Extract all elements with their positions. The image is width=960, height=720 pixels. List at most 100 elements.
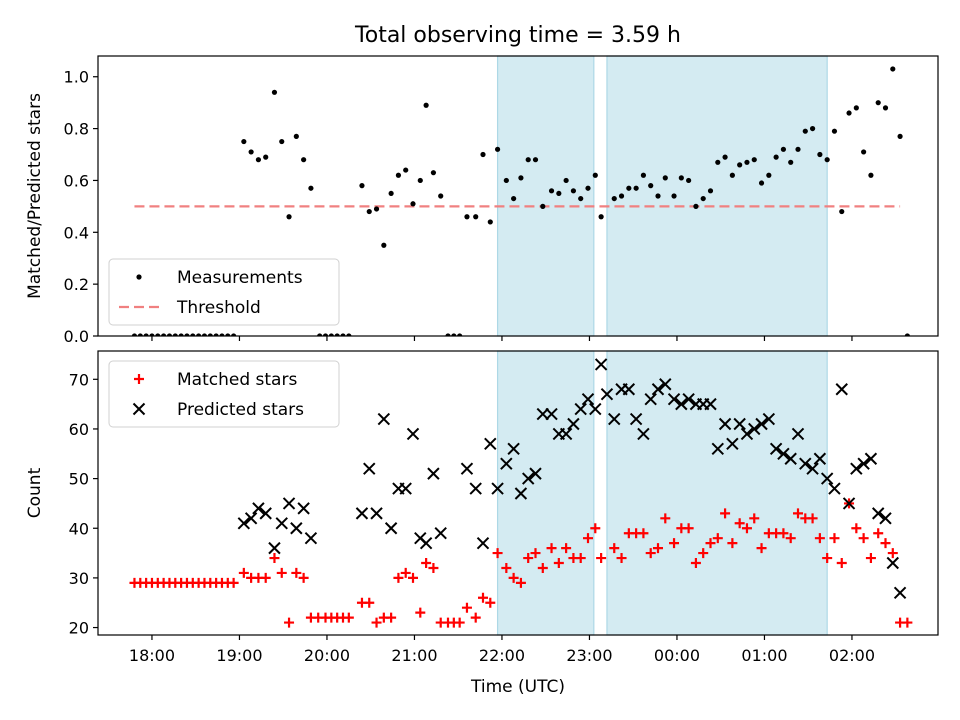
measurement-point	[707, 188, 714, 194]
y-tick-label: 60	[69, 420, 89, 439]
measurement-point	[525, 157, 531, 163]
matched-point	[501, 562, 512, 573]
measurement-point	[286, 214, 292, 220]
matched-point	[653, 543, 663, 554]
matched-point	[829, 533, 840, 544]
matched-point	[683, 523, 694, 534]
matched-point	[537, 562, 548, 573]
measurement-point	[328, 333, 334, 336]
y-tick-label: 70	[69, 370, 89, 389]
matched-point	[851, 523, 862, 534]
measurement-point	[417, 177, 423, 184]
measurement-point	[196, 333, 202, 336]
predicted-point	[491, 482, 504, 495]
predicted-point	[476, 536, 490, 550]
predicted-point	[850, 462, 863, 475]
predicted-point	[835, 383, 848, 396]
matched-point	[720, 508, 731, 519]
measurement-point	[213, 333, 219, 336]
matched-point	[583, 533, 593, 544]
predicted-point	[268, 541, 281, 555]
predicted-point	[667, 392, 681, 406]
measurement-point	[737, 162, 743, 168]
matched-point	[575, 553, 586, 564]
x-tick-label: 19:00	[216, 646, 262, 665]
matched-point	[400, 567, 411, 578]
matched-point	[822, 553, 833, 564]
measurement-point	[511, 195, 517, 202]
predicted-point	[806, 462, 819, 475]
measurement-point	[570, 188, 577, 194]
legend-box	[108, 360, 340, 428]
measurement-point	[445, 333, 451, 336]
measurement-point	[839, 208, 845, 215]
measurement-point	[423, 102, 429, 108]
measurement-point	[487, 219, 493, 225]
matched-point	[902, 617, 913, 628]
measurement-point	[184, 333, 190, 336]
x-tick-label: 22:00	[479, 646, 525, 665]
y-tick-label: 0.6	[64, 171, 89, 190]
matched-point	[865, 553, 876, 564]
measurement-point	[678, 175, 684, 181]
y-tick-label: 0.0	[64, 327, 89, 346]
predicted-point	[290, 522, 303, 535]
measurement-point	[137, 333, 143, 336]
predicted-point	[813, 452, 827, 465]
measurement-point	[366, 208, 372, 215]
predicted-point	[600, 387, 614, 401]
measurement-point	[648, 183, 654, 189]
measurement-point	[788, 159, 794, 165]
measurement-point	[317, 333, 323, 336]
predicted-point	[304, 531, 318, 545]
measurement-point	[853, 105, 859, 111]
measurement-point	[592, 172, 598, 178]
measurement-point	[598, 214, 604, 220]
measurement-point	[532, 157, 539, 163]
matched-point	[734, 518, 745, 529]
matched-point	[546, 543, 557, 554]
matched-point	[386, 612, 397, 623]
matched-point	[408, 572, 418, 583]
matched-point	[485, 597, 496, 608]
measurement-point	[662, 175, 668, 181]
y-tick-label: 0.8	[64, 120, 89, 139]
measurement-point	[861, 149, 867, 155]
matched-point	[561, 543, 572, 554]
predicted-point	[842, 497, 856, 510]
measurement-point	[301, 157, 307, 163]
predicted-point	[419, 536, 433, 550]
y-tick-label: 1.0	[64, 68, 89, 87]
measurement-point	[241, 138, 247, 145]
measurement-point	[671, 193, 677, 199]
matched-point	[712, 533, 723, 544]
y-tick-label: 30	[69, 569, 89, 588]
measurement-point	[766, 172, 772, 178]
x-axis-label: Time (UTC)	[470, 677, 565, 697]
measurement-point	[231, 333, 237, 336]
measurement-point	[340, 333, 346, 336]
measurement-point	[751, 157, 757, 163]
measurement-point	[890, 66, 896, 72]
y-axis-label: Matched/Predicted stars	[25, 93, 45, 299]
predicted-point	[469, 482, 482, 495]
predicted-point	[567, 417, 580, 431]
matched-point	[873, 528, 884, 539]
predicted-point	[406, 427, 420, 441]
measurement-point	[868, 172, 874, 178]
predicted-point	[762, 412, 776, 426]
matched-point	[415, 607, 426, 618]
predicted-point	[514, 487, 528, 500]
predicted-point	[748, 422, 761, 436]
predicted-point	[559, 427, 573, 441]
predicted-point	[545, 407, 558, 421]
matched-point	[698, 548, 709, 559]
measurement-point	[618, 193, 625, 199]
plot-frame	[97, 350, 939, 636]
predicted-point	[704, 397, 717, 411]
measurement-point	[334, 333, 340, 336]
legend: Matched stars Predicted stars	[108, 360, 340, 428]
measurement-point	[686, 177, 692, 184]
measurement-point	[897, 133, 903, 139]
